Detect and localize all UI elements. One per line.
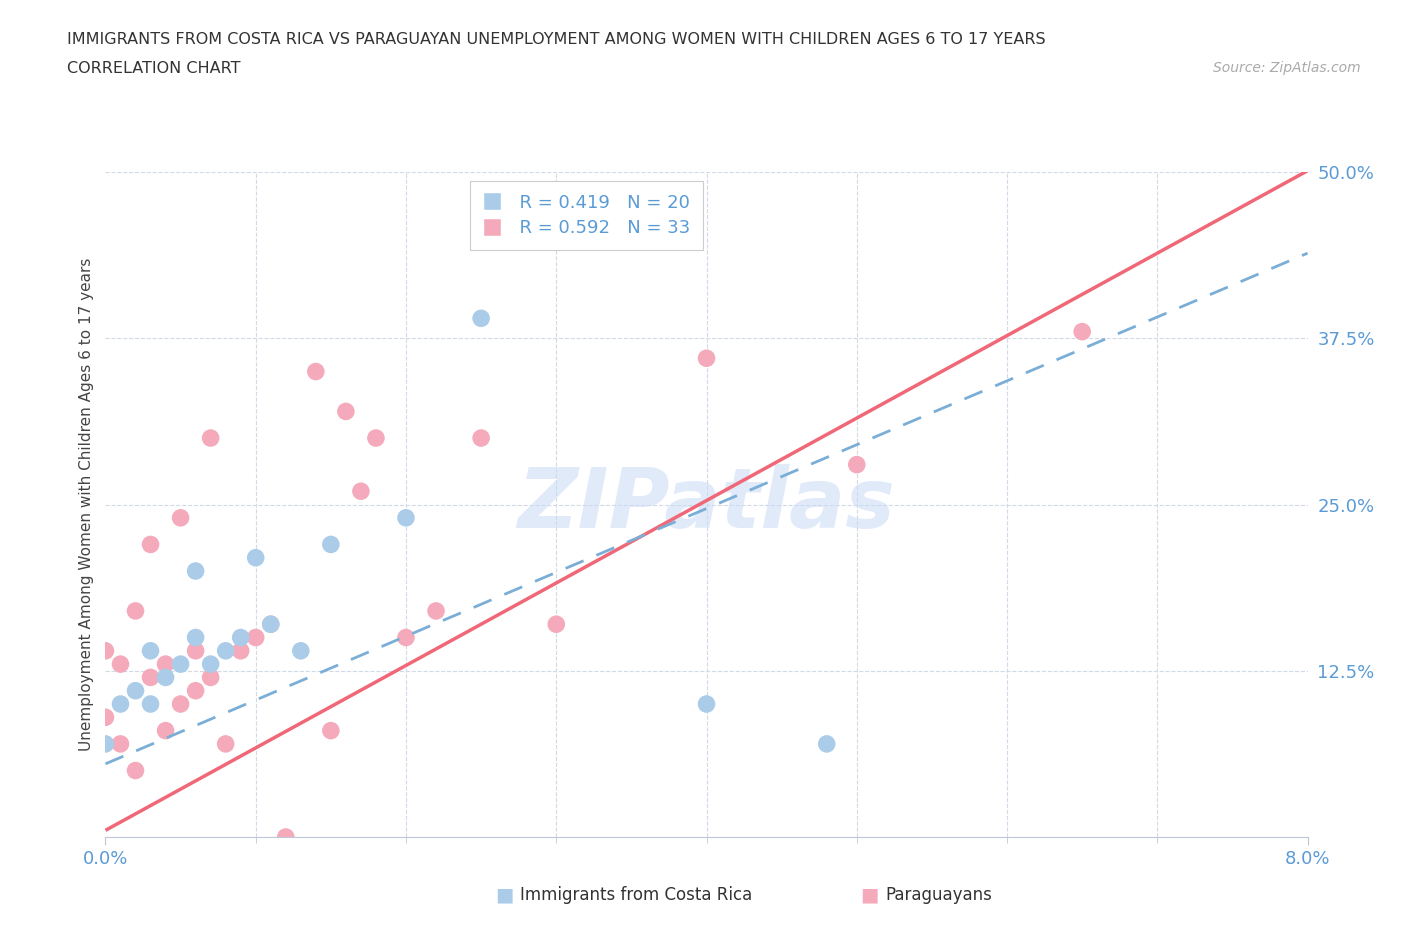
Text: Source: ZipAtlas.com: Source: ZipAtlas.com bbox=[1213, 61, 1361, 75]
Point bbox=[696, 351, 718, 365]
Point bbox=[200, 431, 222, 445]
Point bbox=[110, 697, 132, 711]
Point bbox=[229, 644, 252, 658]
Text: ZIPatlas: ZIPatlas bbox=[517, 464, 896, 545]
Text: IMMIGRANTS FROM COSTA RICA VS PARAGUAYAN UNEMPLOYMENT AMONG WOMEN WITH CHILDREN : IMMIGRANTS FROM COSTA RICA VS PARAGUAYAN… bbox=[67, 32, 1046, 46]
Point bbox=[214, 644, 236, 658]
Point bbox=[335, 404, 357, 418]
Point bbox=[815, 737, 838, 751]
Point bbox=[260, 617, 283, 631]
Point bbox=[229, 631, 252, 645]
Point bbox=[110, 737, 132, 751]
Point bbox=[184, 684, 207, 698]
Point bbox=[155, 724, 177, 738]
Point bbox=[169, 657, 191, 671]
Point bbox=[245, 631, 267, 645]
Point bbox=[1071, 325, 1094, 339]
Point bbox=[245, 551, 267, 565]
Point bbox=[470, 431, 492, 445]
Point bbox=[124, 684, 146, 698]
Point bbox=[155, 657, 177, 671]
Point bbox=[110, 657, 132, 671]
Point bbox=[845, 458, 868, 472]
Point bbox=[200, 657, 222, 671]
Point bbox=[696, 697, 718, 711]
Point bbox=[184, 631, 207, 645]
Legend:   R = 0.419   N = 20,   R = 0.592   N = 33: R = 0.419 N = 20, R = 0.592 N = 33 bbox=[470, 181, 703, 249]
Text: ■: ■ bbox=[495, 885, 513, 904]
Point bbox=[395, 631, 418, 645]
Point bbox=[184, 564, 207, 578]
Y-axis label: Unemployment Among Women with Children Ages 6 to 17 years: Unemployment Among Women with Children A… bbox=[79, 258, 94, 751]
Point bbox=[169, 697, 191, 711]
Point bbox=[319, 724, 342, 738]
Point bbox=[94, 737, 117, 751]
Point bbox=[139, 670, 162, 684]
Point bbox=[305, 365, 328, 379]
Point bbox=[470, 311, 492, 325]
Point bbox=[425, 604, 447, 618]
Point bbox=[124, 604, 146, 618]
Point bbox=[290, 644, 312, 658]
Point bbox=[139, 697, 162, 711]
Point bbox=[350, 484, 373, 498]
Point bbox=[214, 737, 236, 751]
Text: Immigrants from Costa Rica: Immigrants from Costa Rica bbox=[520, 885, 752, 904]
Point bbox=[546, 617, 568, 631]
Point bbox=[364, 431, 387, 445]
Point bbox=[184, 644, 207, 658]
Point bbox=[169, 511, 191, 525]
Point bbox=[395, 511, 418, 525]
Point bbox=[200, 670, 222, 684]
Text: CORRELATION CHART: CORRELATION CHART bbox=[67, 61, 240, 76]
Text: Paraguayans: Paraguayans bbox=[886, 885, 993, 904]
Point bbox=[155, 670, 177, 684]
Text: ■: ■ bbox=[860, 885, 879, 904]
Point bbox=[139, 537, 162, 551]
Point bbox=[94, 644, 117, 658]
Point bbox=[319, 537, 342, 551]
Point bbox=[274, 830, 297, 844]
Point bbox=[94, 710, 117, 724]
Point bbox=[124, 763, 146, 777]
Point bbox=[139, 644, 162, 658]
Point bbox=[260, 617, 283, 631]
